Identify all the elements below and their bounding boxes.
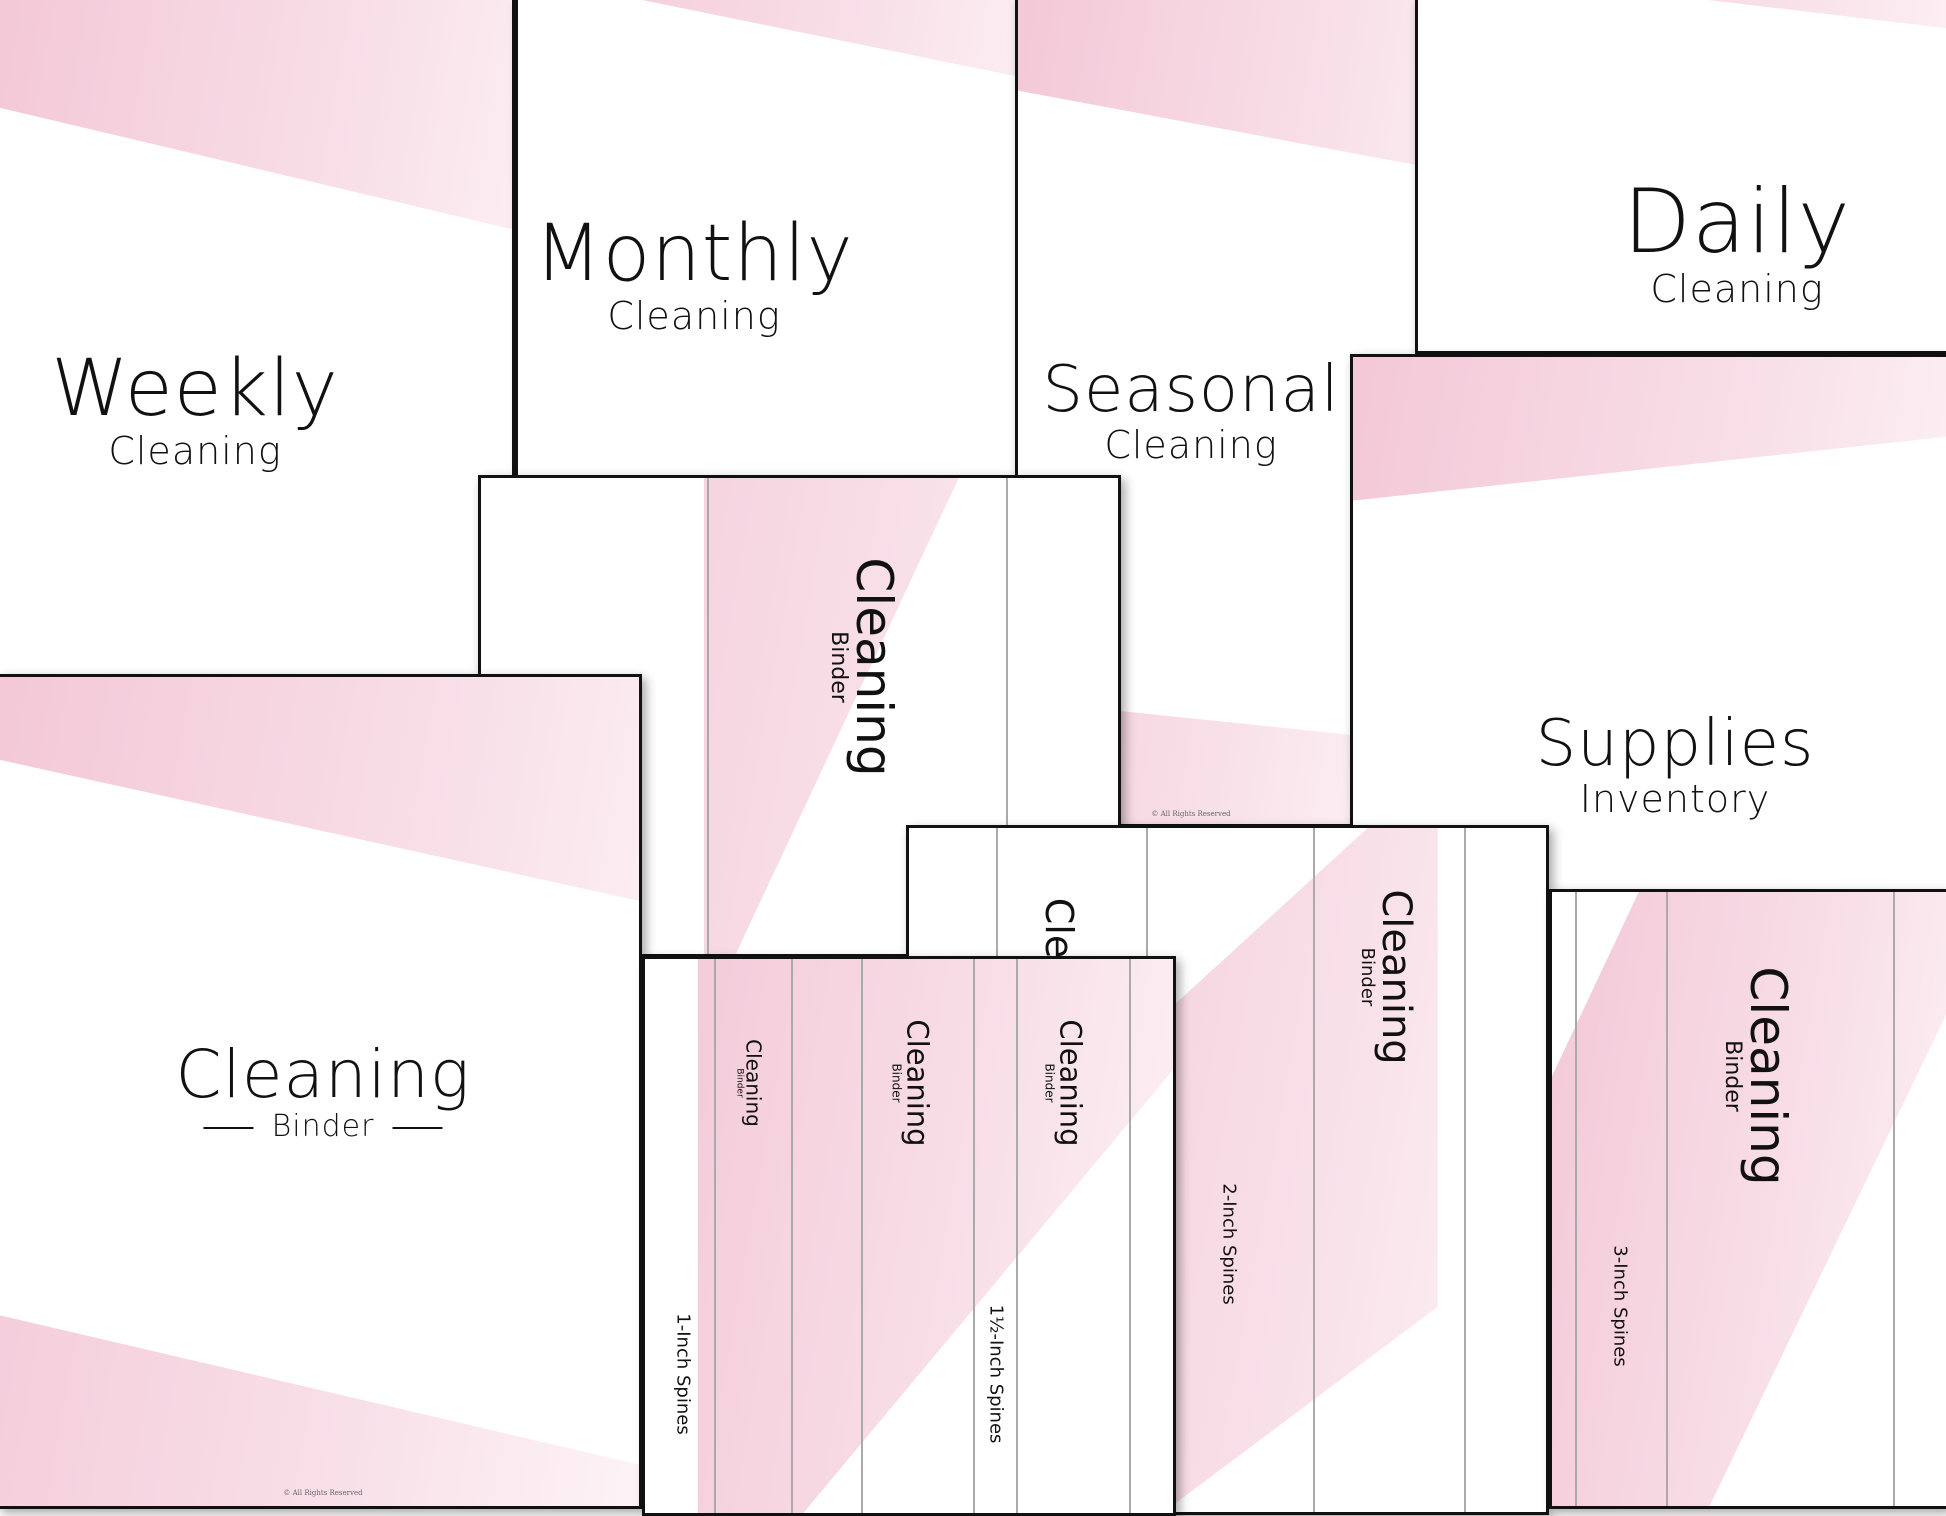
- divider: [392, 1126, 443, 1129]
- cut-line: [1313, 828, 1315, 1512]
- page-title: Seasonal Cleaning: [1042, 353, 1340, 467]
- three-inch-spine-sheet: Cleaning Binder 3-Inch Spines: [1549, 889, 1946, 1509]
- cut-line: [1016, 959, 1018, 1513]
- cut-line: [707, 478, 709, 954]
- daily-cleaning-page: Daily Cleaning: [1415, 0, 1946, 354]
- cut-line: [1666, 892, 1668, 1506]
- cut-line: [973, 959, 975, 1513]
- cut-line: [1129, 959, 1131, 1513]
- divider: [203, 1126, 254, 1129]
- two-inch-spine-sheet: Cle Cleaning Binder 2-Inch Spines: [906, 825, 1549, 1515]
- monthly-cleaning-page: Monthly Cleaning: [515, 0, 1018, 478]
- spine-size-label: 1½-Inch Spines: [985, 1304, 1007, 1444]
- spine-size-label: 2-Inch Spines: [1218, 1183, 1240, 1305]
- pink-band: [0, 0, 512, 230]
- page-title: Weekly Cleaning: [51, 344, 339, 473]
- cut-line: [714, 959, 716, 1513]
- weekly-cleaning-page: Weekly Cleaning: [0, 0, 515, 677]
- one-inch-spine-sheet: Cleaning Binder Cleaning Binder Cleaning…: [642, 956, 1176, 1516]
- page-title: Daily Cleaning: [1623, 170, 1851, 311]
- cut-line: [1893, 892, 1895, 1506]
- spine-label-partial: Cle: [1037, 897, 1081, 959]
- cut-line: [861, 959, 863, 1513]
- cut-line: [1464, 828, 1466, 1512]
- spine-label: Cleaning Binder: [734, 1039, 766, 1127]
- spine-size-label: 1-Inch Spines: [672, 1313, 694, 1435]
- page-title: Monthly Cleaning: [534, 209, 854, 338]
- copyright-text: © All Rights Reserved: [1151, 810, 1231, 818]
- spine-label: Cleaning Binder: [826, 557, 903, 777]
- page-title: Cleaning Binder: [175, 1036, 471, 1144]
- page-title: Supplies Inventory: [1535, 707, 1815, 821]
- cleaning-binder-cover: Cleaning Binder © All Rights Reserved: [0, 674, 642, 1509]
- copyright-text: © All Rights Reserved: [283, 1489, 363, 1497]
- spine-label: Cleaning Binder: [1042, 1019, 1088, 1147]
- spine-size-label: 3-Inch Spines: [1609, 1245, 1631, 1367]
- cut-line: [791, 959, 793, 1513]
- cut-line: [1006, 478, 1008, 954]
- spine-label: Cleaning Binder: [1720, 966, 1797, 1186]
- cut-line: [1575, 892, 1577, 1506]
- spine-label: Cleaning Binder: [1357, 889, 1419, 1065]
- supplies-inventory-page: Supplies Inventory: [1350, 354, 1946, 892]
- spine-label: Cleaning Binder: [889, 1019, 935, 1147]
